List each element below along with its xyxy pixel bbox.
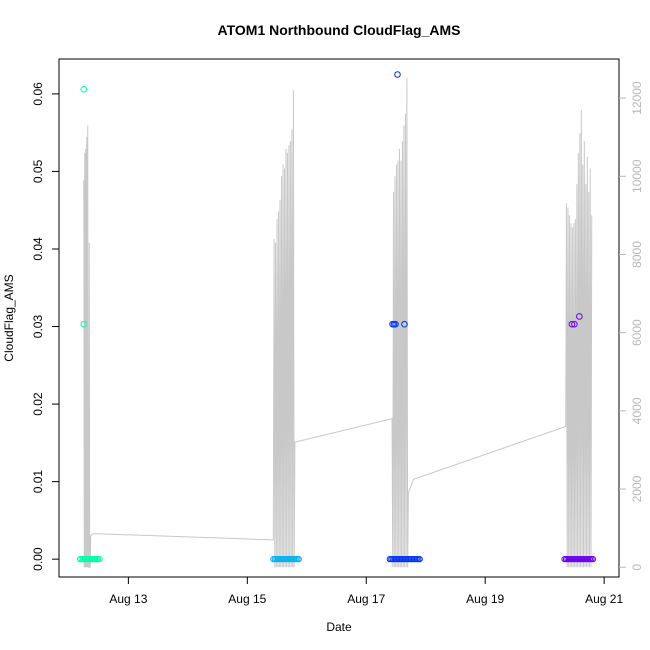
y2-tick-label: 10000 [630,159,644,193]
y-axis-right: 0 2000 4000 6000 8000 10000 12000 [619,81,644,571]
data-point [80,85,88,93]
x-tick-label: Aug 13 [109,592,147,606]
data-point [96,556,103,563]
data-point [568,320,576,328]
zero-band-1 [76,556,103,563]
y-tick-label: 0.04 [31,237,45,261]
y-tick-label: 0.01 [31,470,45,494]
zero-value-bands [76,556,597,563]
x-tick-label: Aug 19 [466,592,504,606]
y2-tick-label: 6000 [630,319,644,346]
data-points [80,71,583,328]
data-point [295,556,302,563]
y-tick-label: 0.00 [31,547,45,571]
y2-tick-label: 0 [630,564,644,571]
data-point [576,313,583,320]
x-axis-label: Date [326,620,352,634]
y-tick-label: 0.05 [31,159,45,183]
y-axis-left: 0.00 0.01 0.02 0.03 0.04 0.05 0.06 [31,82,59,571]
chart-title: ATOM1 Northbound CloudFlag_AMS [218,22,461,38]
zero-band-2 [270,556,302,563]
y2-tick-label: 2000 [630,475,644,502]
y-tick-label: 0.03 [31,315,45,339]
zero-band-4 [561,556,597,563]
y2-tick-label: 4000 [630,397,644,424]
data-point [80,320,88,328]
plot-border [58,58,620,578]
zero-band-3 [386,556,423,563]
y2-tick-label: 8000 [630,241,644,268]
x-tick-label: Aug 15 [228,592,266,606]
plot-area [58,58,620,578]
secondary-series-line [83,78,593,568]
data-point [392,320,399,328]
x-axis: Aug 13 Aug 15 Aug 17 Aug 19 Aug 21 [109,577,623,606]
y-tick-label: 0.06 [31,82,45,106]
data-point [589,556,597,563]
data-point [416,556,423,563]
y2-tick-label: 12000 [630,81,644,115]
y-axis-label: CloudFlag_AMS [2,274,16,361]
x-tick-label: Aug 17 [347,592,385,606]
data-point [394,71,401,78]
x-tick-label: Aug 21 [585,592,623,606]
data-point [401,320,408,328]
data-point [571,320,578,328]
y-tick-label: 0.02 [31,392,45,416]
secondary-line-path [83,78,593,568]
